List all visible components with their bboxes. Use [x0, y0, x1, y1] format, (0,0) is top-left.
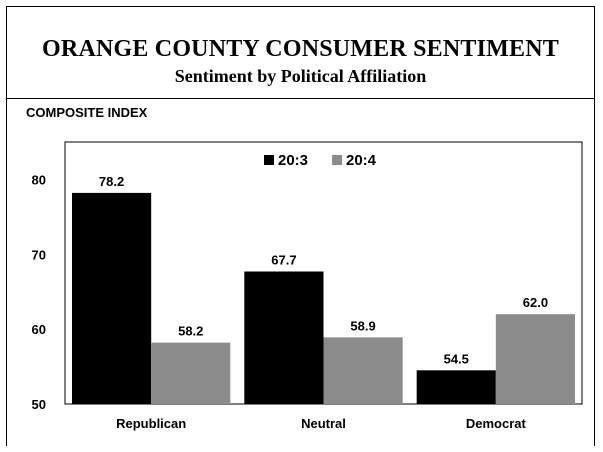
title-block: ORANGE COUNTY CONSUMER SENTIMENT Sentime…	[7, 8, 594, 99]
bar-neutral-series-1	[323, 337, 403, 404]
category-label-democrat: Democrat	[466, 416, 527, 431]
legend-label-series-0: 20:3	[278, 152, 308, 169]
value-label: 58.9	[350, 318, 375, 333]
value-label: 67.7	[271, 253, 296, 268]
chart-frame	[6, 6, 595, 446]
value-label: 62.0	[523, 295, 548, 310]
bars	[72, 192, 575, 404]
legend-swatch-series-0	[264, 155, 274, 165]
chart-title: COMPOSITE INDEX	[26, 105, 148, 120]
y-tick-label: 80	[32, 172, 46, 187]
bar-democrat-series-1	[495, 314, 575, 404]
bar-democrat-series-0	[416, 370, 496, 404]
value-label: 54.5	[444, 351, 469, 366]
bar-republican-series-0	[72, 192, 152, 404]
page-subtitle: Sentiment by Political Affiliation	[174, 66, 427, 86]
y-tick-label: 70	[32, 247, 46, 262]
y-tick-label: 50	[32, 397, 46, 412]
y-tick-label: 60	[32, 322, 46, 337]
legend-swatch-series-1	[332, 155, 342, 165]
value-label: 78.2	[99, 174, 124, 189]
bar-neutral-series-0	[244, 271, 324, 404]
page-title: ORANGE COUNTY CONSUMER SENTIMENT	[42, 36, 559, 62]
value-labels: 78.2 58.2 67.7 58.9 54.5 62.0	[99, 174, 548, 366]
value-label: 58.2	[178, 324, 203, 339]
bar-republican-series-1	[151, 342, 231, 404]
legend: 20:3 20:4	[264, 152, 377, 169]
legend-label-series-1: 20:4	[346, 152, 377, 169]
category-label-republican: Republican	[116, 416, 186, 431]
x-axis: Republican Neutral Democrat	[116, 416, 526, 431]
y-axis: 50 60 70 80	[32, 172, 46, 412]
category-label-neutral: Neutral	[301, 416, 346, 431]
